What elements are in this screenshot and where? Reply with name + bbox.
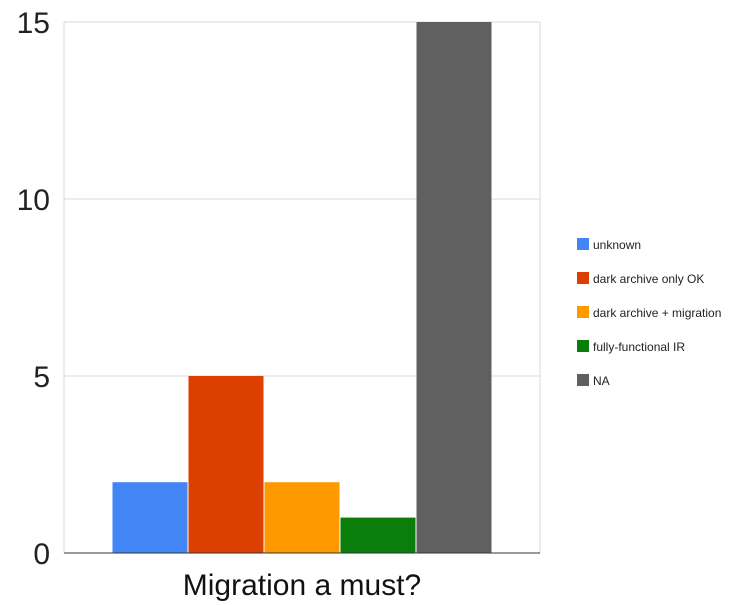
- bar-na: [416, 22, 492, 553]
- bar-fully-functional-ir: [340, 517, 416, 553]
- x-category-label: Migration a must?: [183, 569, 421, 602]
- legend-swatch: [577, 272, 589, 284]
- bar-dark-archive-only-ok: [188, 376, 264, 553]
- legend-label: fully-functional IR: [593, 340, 685, 354]
- legend-swatch: [577, 374, 589, 386]
- legend-swatch: [577, 306, 589, 318]
- axes: [63, 22, 541, 554]
- bars: [112, 22, 492, 553]
- legend-label: NA: [593, 374, 610, 388]
- bar-dark-archive-migration: [264, 482, 340, 553]
- y-axis-ticks: 0 5 10 15: [17, 7, 50, 571]
- y-tick-label: 15: [17, 7, 50, 40]
- bar-unknown: [112, 482, 188, 553]
- legend-swatch: [577, 340, 589, 352]
- legend-swatch: [577, 238, 589, 250]
- legend-label: unknown: [593, 238, 641, 252]
- y-tick-label: 0: [33, 538, 50, 571]
- y-tick-label: 10: [17, 184, 50, 217]
- legend-label: dark archive + migration: [593, 306, 721, 320]
- legend: unknown dark archive only OK dark archive …: [577, 238, 721, 388]
- legend-label: dark archive only OK: [593, 272, 704, 286]
- y-tick-label: 5: [33, 361, 50, 394]
